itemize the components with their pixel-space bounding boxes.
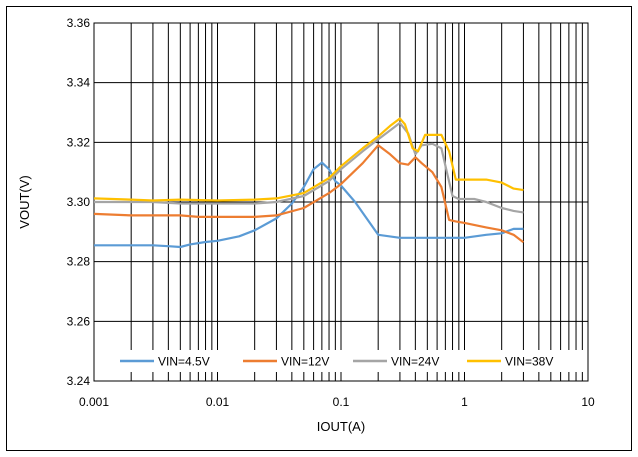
series-line-4 xyxy=(93,117,524,202)
legend-label-3: VIN=24V xyxy=(391,355,439,369)
legend-label-1: VIN=4.5V xyxy=(158,355,210,369)
x-tick-label: 0.1 xyxy=(333,395,350,409)
legend-label-2: VIN=12V xyxy=(281,355,329,369)
series-line-3 xyxy=(94,121,524,214)
x-tick-label: 0.001 xyxy=(79,395,109,409)
series-line-1 xyxy=(94,161,524,249)
chart-svg: 0.001 0.01 0.1 1 10 3.24 3.26 3.28 3.30 3.32 3.34 3… xyxy=(17,16,595,434)
x-tick-label: 0.01 xyxy=(206,395,230,409)
tick-labels: 0.001 0.01 0.1 1 10 3.24 3.26 3.28 3.30 3.32 3.34 3… xyxy=(67,16,595,409)
y-tick-label: 3.26 xyxy=(67,314,91,328)
x-tick-label: 1 xyxy=(461,395,468,409)
legend: VIN=4.5V VIN=12V VIN=24V VIN=38V xyxy=(120,355,553,369)
legend-label-4: VIN=38V xyxy=(505,355,553,369)
legend-background xyxy=(115,350,587,372)
y-tick-label: 3.24 xyxy=(67,374,91,388)
series-line-2 xyxy=(93,144,525,244)
y-tick-label: 3.28 xyxy=(67,255,91,269)
x-tick-label: 10 xyxy=(581,395,595,409)
y-tick-label: 3.36 xyxy=(67,16,91,30)
x-axis-label: IOUT(A) xyxy=(317,419,365,434)
y-tick-label: 3.30 xyxy=(67,195,91,209)
y-tick-label: 3.32 xyxy=(67,135,91,149)
series-lines xyxy=(93,117,525,249)
y-tick-label: 3.34 xyxy=(67,76,91,90)
y-axis-label: VOUT(V) xyxy=(17,175,32,228)
chart-frame: 0.001 0.01 0.1 1 10 3.24 3.26 3.28 3.30 3.32 3.34 3… xyxy=(6,6,632,451)
